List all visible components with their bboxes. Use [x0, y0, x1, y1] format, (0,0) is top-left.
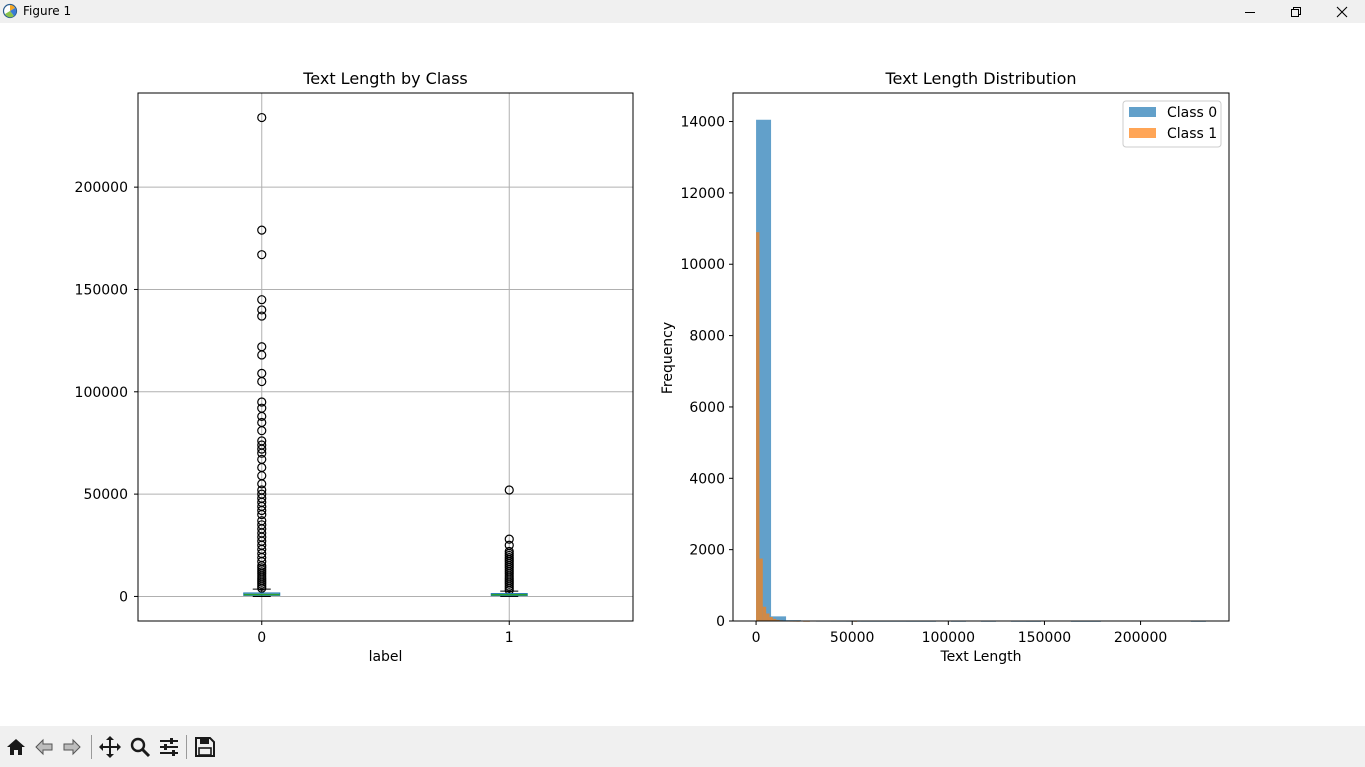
chart-title: Text Length Distribution — [884, 69, 1076, 88]
x-tick-label: 0 — [257, 630, 266, 646]
outlier-point — [504, 485, 514, 495]
outlier-point — [257, 426, 267, 436]
y-tick-label: 0 — [716, 614, 725, 630]
y-axis-label: Frequency — [660, 322, 676, 394]
save-floppy-icon — [195, 737, 215, 757]
figure-canvas[interactable]: 0 50000 100000 150000 200000 0 1 Text Length by… — [0, 23, 1365, 726]
outlier-point — [257, 583, 267, 593]
outlier-point — [257, 250, 267, 260]
y-tick-label: 12000 — [680, 186, 725, 202]
histogram-bar — [771, 616, 787, 621]
outlier-point — [504, 534, 514, 544]
pan-button[interactable] — [97, 734, 123, 760]
outlier-point — [257, 376, 267, 387]
legend: Class 0 Class 1 — [1122, 100, 1222, 148]
outlier-point — [257, 479, 267, 489]
restore-icon — [1291, 6, 1301, 17]
legend-swatch — [1129, 128, 1156, 138]
outlier-point — [257, 295, 267, 305]
series-class-0 — [756, 119, 1206, 622]
x-tick-label: 0 — [752, 630, 761, 646]
y-tick-label: 6000 — [689, 400, 725, 416]
x-axis-label: Text Length — [939, 649, 1021, 665]
outlier-point — [257, 411, 267, 421]
close-icon — [1336, 6, 1348, 17]
x-tick-label: 100000 — [922, 630, 975, 646]
histogram-bar — [759, 558, 763, 621]
matplotlib-app-icon — [2, 3, 18, 19]
home-button[interactable] — [3, 734, 29, 760]
histogram-bar — [762, 606, 767, 621]
y-tick-label: 200000 — [75, 180, 128, 196]
outlier-point — [257, 444, 267, 454]
axes-frame — [732, 92, 1230, 622]
histogram-bar — [776, 619, 780, 621]
minimize-button[interactable] — [1227, 0, 1273, 23]
x-axis-label: label — [369, 649, 403, 665]
y-tick-label: 14000 — [680, 115, 725, 131]
outlier-point — [257, 305, 267, 315]
series-class-1 — [756, 232, 857, 622]
configure-subplots-button[interactable] — [156, 734, 182, 760]
y-tick-label: 150000 — [75, 282, 128, 298]
forward-button[interactable] — [59, 734, 85, 760]
histogram-bar — [756, 119, 772, 621]
y-tick-label: 0 — [119, 589, 128, 605]
outlier-point — [257, 311, 267, 321]
legend-label: Class 0 — [1167, 105, 1217, 121]
toolbar-separator — [91, 735, 92, 759]
save-figure-button[interactable] — [192, 734, 218, 760]
title-bar: Figure 1 — [0, 0, 1365, 23]
histogram-bar — [769, 617, 773, 621]
pan-move-icon — [99, 736, 121, 758]
x-tick-label: 1 — [505, 630, 514, 646]
outlier-point — [257, 225, 267, 235]
zoom-button[interactable] — [127, 734, 153, 760]
sliders-icon — [160, 738, 178, 756]
back-arrow-icon — [35, 738, 53, 756]
outlier-point — [257, 509, 267, 520]
histogram-bar — [766, 613, 770, 621]
window-title: Figure 1 — [23, 4, 72, 18]
y-tick-label: 2000 — [689, 543, 725, 559]
x-tick-label: 150000 — [1018, 630, 1071, 646]
home-icon — [7, 739, 25, 755]
back-button[interactable] — [31, 734, 57, 760]
restore-button[interactable] — [1273, 0, 1319, 23]
histogram-bar — [756, 232, 760, 621]
outlier-point — [257, 350, 267, 360]
close-button[interactable] — [1319, 0, 1365, 23]
x-tick-label: 200000 — [1114, 630, 1167, 646]
y-tick-label: 8000 — [689, 329, 725, 345]
box-0 — [243, 112, 281, 597]
toolbar-separator — [186, 735, 187, 759]
forward-arrow-icon — [63, 738, 81, 756]
y-tick-label: 100000 — [75, 385, 128, 401]
histogram-bar — [772, 618, 777, 621]
legend-swatch — [1129, 107, 1156, 117]
chart-title: Text Length by Class — [302, 69, 468, 88]
navigation-toolbar — [0, 726, 1365, 767]
boxplot-axes: 0 50000 100000 150000 200000 0 1 Text Length by… — [75, 69, 634, 665]
y-tick-label: 4000 — [689, 471, 725, 487]
minimize-icon — [1245, 11, 1255, 13]
y-tick-label: 50000 — [83, 487, 128, 503]
outlier-point — [257, 505, 267, 516]
outlier-point — [257, 397, 267, 407]
axes-frame — [137, 92, 634, 622]
box-1 — [490, 485, 528, 597]
y-tick-label: 10000 — [680, 257, 725, 273]
histogram-axes: 0 2000 4000 6000 8000 10000 12000 14000 0 50000 10… — [660, 69, 1230, 665]
outlier-point — [257, 448, 267, 458]
legend-label: Class 1 — [1167, 126, 1217, 142]
outlier-point — [257, 112, 267, 123]
zoom-magnifier-icon — [130, 737, 151, 758]
x-tick-label: 50000 — [830, 630, 875, 646]
